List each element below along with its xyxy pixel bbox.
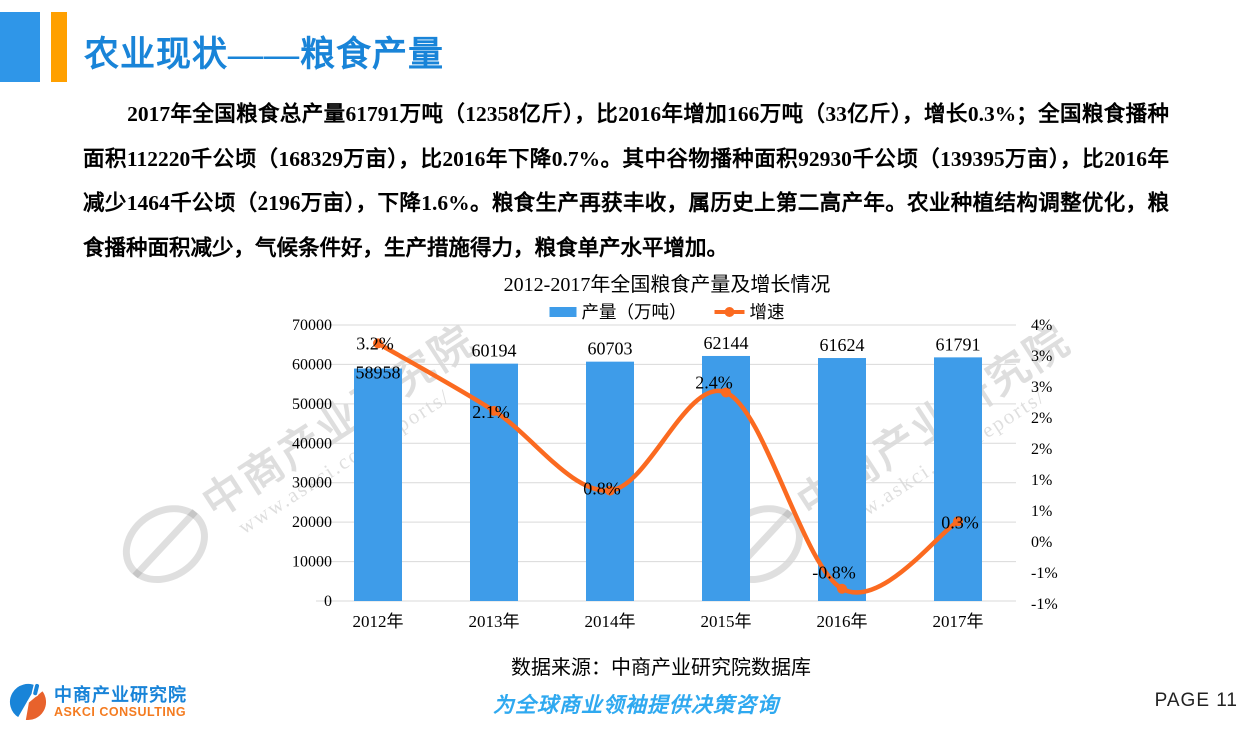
left-axis-tick-label: 10000 [292, 554, 332, 571]
legend-item: 产量（万吨） [549, 299, 687, 324]
bar-2014年 [586, 361, 634, 601]
line-marker [953, 516, 963, 527]
right-axis-tick-label: 3% [1031, 379, 1052, 396]
legend-label: 增速 [749, 302, 785, 322]
line-value-label: 0.8% [583, 479, 621, 499]
chart-title: 2012-2017年全国粮食产量及增长情况 [503, 274, 831, 296]
line-value-label: 2.1% [472, 402, 510, 422]
watermark-texts: 中商产业研究院 www.askci.com/reports/ [189, 307, 498, 548]
title-deco-bar [51, 12, 67, 82]
askci-logo-text: 中商产业研究院 ASKCI CONSULTING [54, 685, 187, 720]
watermark-url: www.askci.com/reports/ [828, 383, 1050, 539]
x-axis-label: 2016年 [817, 612, 868, 631]
bar-value-label: 58958 [356, 363, 401, 383]
legend-label: 产量（万吨） [581, 302, 687, 322]
left-axis-tick-label: 40000 [292, 435, 332, 452]
left-axis-tick-label: 0 [324, 593, 332, 610]
x-axis-label: 2013年 [469, 612, 520, 631]
page-number: PAGE 11 [1154, 690, 1238, 711]
legend-item: 增速 [714, 299, 785, 324]
line-marker [721, 387, 731, 398]
line-value-label: 0.3% [941, 512, 979, 532]
x-axis-label: 2017年 [933, 612, 984, 631]
watermark-text: 中商产业研究院 [195, 317, 485, 528]
askci-logo: 中商产业研究院 ASKCI CONSULTING [8, 682, 187, 722]
growth-rate-line [375, 341, 961, 595]
watermark: 中商产业研究院 www.askci.com/reports/ [105, 307, 498, 603]
footer-slogan: 为全球商业领袖提供决策咨询 [493, 693, 779, 717]
bar-2012年 [354, 368, 402, 601]
source-note: 数据来源：中商产业研究院数据库 [511, 657, 811, 679]
title-deco-square [0, 12, 40, 82]
bar-value-label: 60194 [472, 341, 517, 361]
legend-swatch-bar [549, 306, 577, 317]
bar-value-label: 62144 [704, 333, 749, 353]
watermark-text: 中商产业研究院 [790, 317, 1080, 528]
line-value-label: 3.2% [356, 333, 394, 353]
left-axis-tick-label: 30000 [292, 475, 332, 492]
askci-logo-icon [8, 682, 48, 722]
bar-2017年 [934, 357, 982, 601]
right-axis-tick-label: -1% [1031, 565, 1058, 582]
bar-value-label: 60703 [588, 339, 633, 359]
right-axis-tick-label: 4% [1031, 317, 1052, 334]
line-marker [605, 485, 615, 496]
line-value-label: -0.8% [812, 563, 856, 583]
legend-swatch-line [714, 309, 745, 314]
chart-legend: 产量（万吨） 增速 [549, 299, 785, 324]
bar-2015年 [702, 355, 750, 601]
watermark-url: www.askci.com/reports/ [233, 383, 455, 539]
right-axis-tick-label: 2% [1031, 441, 1052, 458]
right-axis-tick-label: 1% [1031, 472, 1052, 489]
right-axis-tick-label: 3% [1031, 348, 1052, 365]
left-axis-tick-label: 60000 [292, 356, 332, 373]
x-axis-label: 2015年 [701, 612, 752, 631]
right-axis-tick-label: 2% [1031, 410, 1052, 427]
line-marker [373, 338, 383, 349]
bar-value-label: 61791 [936, 334, 981, 354]
logo-name-en: ASKCI CONSULTING [54, 704, 187, 719]
bar-2016年 [818, 358, 866, 601]
right-axis-tick-label: 0% [1031, 534, 1052, 551]
body-paragraph: 2017年全国粮食总产量61791万吨（12358亿斤），比2016年增加166… [83, 102, 1169, 260]
right-axis-tick-label: 1% [1031, 503, 1052, 520]
left-axis-tick-label: 20000 [292, 514, 332, 531]
bar-value-label: 61624 [820, 335, 865, 355]
watermark-texts: 中商产业研究院 www.askci.com/reports/ [784, 307, 1093, 548]
line-value-label: 2.4% [695, 372, 733, 392]
bar-2013年 [470, 363, 518, 601]
left-axis-tick-label: 70000 [292, 317, 332, 334]
watermark-logo-icon [702, 488, 818, 599]
logo-name-cn: 中商产业研究院 [54, 684, 187, 705]
x-axis-label: 2012年 [353, 612, 404, 631]
line-marker [489, 405, 499, 416]
line-marker [837, 583, 847, 594]
right-axis-tick-label: -1% [1031, 596, 1058, 613]
watermark-logo-icon [107, 488, 223, 599]
left-axis-tick-label: 50000 [292, 396, 332, 413]
watermark: 中商产业研究院 www.askci.com/reports/ [700, 307, 1093, 603]
x-axis-label: 2014年 [585, 612, 636, 631]
page-title: 农业现状——粮食产量 [84, 35, 445, 74]
